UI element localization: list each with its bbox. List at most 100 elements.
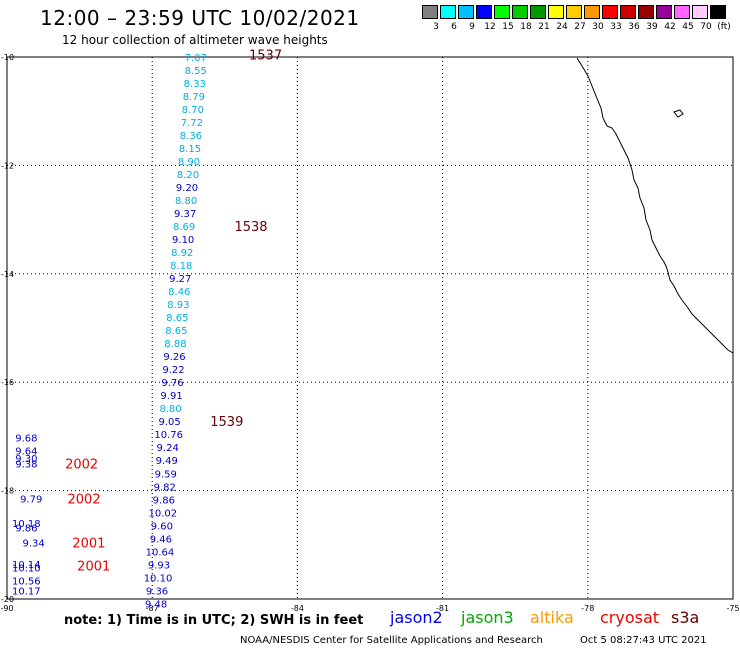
legend-swatch	[494, 5, 510, 19]
legend-label: 15	[502, 22, 514, 32]
satellite-jason2: jason2	[390, 608, 443, 627]
longitude-label: -81	[436, 604, 449, 613]
wave-height-reading: 8.55	[185, 66, 207, 77]
wave-height-reading: 9.36	[146, 586, 168, 597]
wave-height-reading: 10.76	[154, 430, 183, 441]
legend-swatch	[620, 5, 636, 19]
wave-height-reading: 9.24	[157, 443, 179, 454]
legend-label: 39	[646, 22, 658, 32]
wave-height-reading: 9.86	[153, 495, 175, 506]
pass-time-label: 2001	[72, 537, 105, 552]
map-subtitle: 12 hour collection of altimeter wave hei…	[62, 33, 328, 47]
wave-height-reading: 9.60	[151, 521, 173, 532]
pass-time-label: 1539	[210, 415, 243, 430]
pass-time-label: 1538	[234, 220, 267, 235]
wave-height-reading: 7.72	[181, 118, 203, 129]
legend-label: 12	[484, 22, 496, 32]
wave-height-reading: 10.18	[12, 519, 41, 530]
wave-height-reading: 9.49	[156, 456, 178, 467]
credit-line: NOAA/NESDIS Center for Satellite Applica…	[240, 635, 543, 646]
wave-height-reading: 9.20	[176, 183, 198, 194]
latitude-label: -20	[1, 595, 14, 604]
legend-swatch	[512, 5, 528, 19]
wave-height-reading: 9.46	[150, 534, 172, 545]
wave-height-reading: 8.65	[166, 313, 188, 324]
legend-swatch	[602, 5, 618, 19]
wave-height-reading: 9.91	[160, 391, 182, 402]
wave-height-reading: 9.79	[20, 495, 42, 506]
legend-label: 3	[433, 22, 439, 32]
legend-label: 18	[520, 22, 532, 32]
legend-swatch	[674, 5, 690, 19]
wave-height-reading: 9.68	[15, 433, 37, 444]
longitude-label: -87	[146, 604, 159, 613]
wave-height-reading: 10.56	[12, 577, 41, 588]
satellite-s3a: s3a	[671, 608, 700, 627]
legend-swatch	[422, 5, 438, 19]
wave-height-reading: 8.65	[165, 326, 187, 337]
wave-height-reading: 8.80	[175, 196, 197, 207]
wave-height-reading: 9.38	[15, 460, 37, 471]
pass-time-labels: 1537 1538 1539 2002 2002 2001 2001	[65, 48, 282, 574]
legend-swatch	[566, 5, 582, 19]
legend-label: 30	[592, 22, 604, 32]
wave-height-reading: 8.20	[177, 170, 199, 181]
legend-label: 21	[538, 22, 550, 32]
wave-height-reading: 8.70	[182, 105, 204, 116]
legend-swatch	[656, 5, 672, 19]
wave-height-readings: 7.07 8.55 8.33 8.79 8.70 7.72 8.36 8.15 8.90 8.20…	[12, 53, 207, 610]
latitude-label: -10	[1, 53, 14, 62]
legend-label: 42	[664, 22, 676, 32]
wave-height-reading: 9.48	[145, 599, 167, 610]
footer-note: note: 1) Time is in UTC; 2) SWH is in fe…	[64, 613, 364, 628]
pass-time-label: 2002	[65, 458, 98, 473]
map-frame	[6, 56, 734, 600]
wave-height-reading: 8.93	[167, 300, 189, 311]
wave-height-reading: 9.82	[154, 482, 176, 493]
longitude-labels: -90 -87 -84 -81 -78 -75	[0, 604, 739, 613]
wave-height-reading: 9.27	[169, 274, 191, 285]
wave-height-reading: 9.34	[22, 539, 44, 550]
map-title: 12:00 – 23:59 UTC 10/02/2021	[40, 6, 360, 30]
latitude-label: -12	[1, 161, 14, 170]
wave-height-reading: 9.22	[162, 365, 184, 376]
longitude-label: -78	[581, 604, 594, 613]
wave-height-reading: 9.05	[158, 417, 180, 428]
wave-height-reading: 10.10	[12, 564, 41, 575]
wave-height-reading: 7.07	[185, 53, 207, 64]
pass-time-label: 1537	[249, 48, 282, 63]
wave-height-reading: 9.37	[174, 209, 196, 220]
legend-swatch	[710, 5, 726, 19]
longitude-label: -84	[291, 604, 304, 613]
wave-height-reading: 8.90	[178, 157, 200, 168]
latitude-label: -18	[1, 487, 14, 496]
wave-height-reading: 10.02	[149, 508, 178, 519]
pass-time-label: 2002	[68, 493, 101, 508]
legend-label: 36	[628, 22, 640, 32]
latitude-labels: -10 -12 -14 -16 -18 -20	[1, 53, 14, 604]
legend-label: 27	[574, 22, 586, 32]
legend-label: 6	[451, 22, 457, 32]
wave-height-reading: 8.69	[173, 222, 195, 233]
wave-height-reading: 8.33	[184, 79, 206, 90]
legend-swatch	[530, 5, 546, 19]
wave-height-reading: 8.36	[180, 131, 202, 142]
longitude-label: -90	[0, 604, 13, 613]
legend-label: (ft)	[717, 22, 731, 32]
wave-height-reading: 10.14	[12, 560, 41, 571]
wave-height-reading: 9.64	[15, 446, 37, 457]
satellite-jason3: jason3	[461, 608, 514, 627]
wave-height-reading: 9.86	[15, 523, 37, 534]
pass-time-label: 2001	[77, 559, 110, 574]
legend-swatch	[476, 5, 492, 19]
legend-swatch	[692, 5, 708, 19]
wave-height-reading: 8.88	[164, 339, 186, 350]
satellite-cryosat: cryosat	[600, 608, 660, 627]
longitude-label: -75	[726, 604, 739, 613]
legend-label: 45	[682, 22, 694, 32]
wave-height-reading: 10.17	[12, 586, 41, 597]
legend-label: 70	[700, 22, 712, 32]
credit-timestamp: Oct 5 08:27:43 UTC 2021	[580, 635, 707, 646]
coastline	[576, 57, 734, 354]
grid-lines	[7, 57, 733, 599]
